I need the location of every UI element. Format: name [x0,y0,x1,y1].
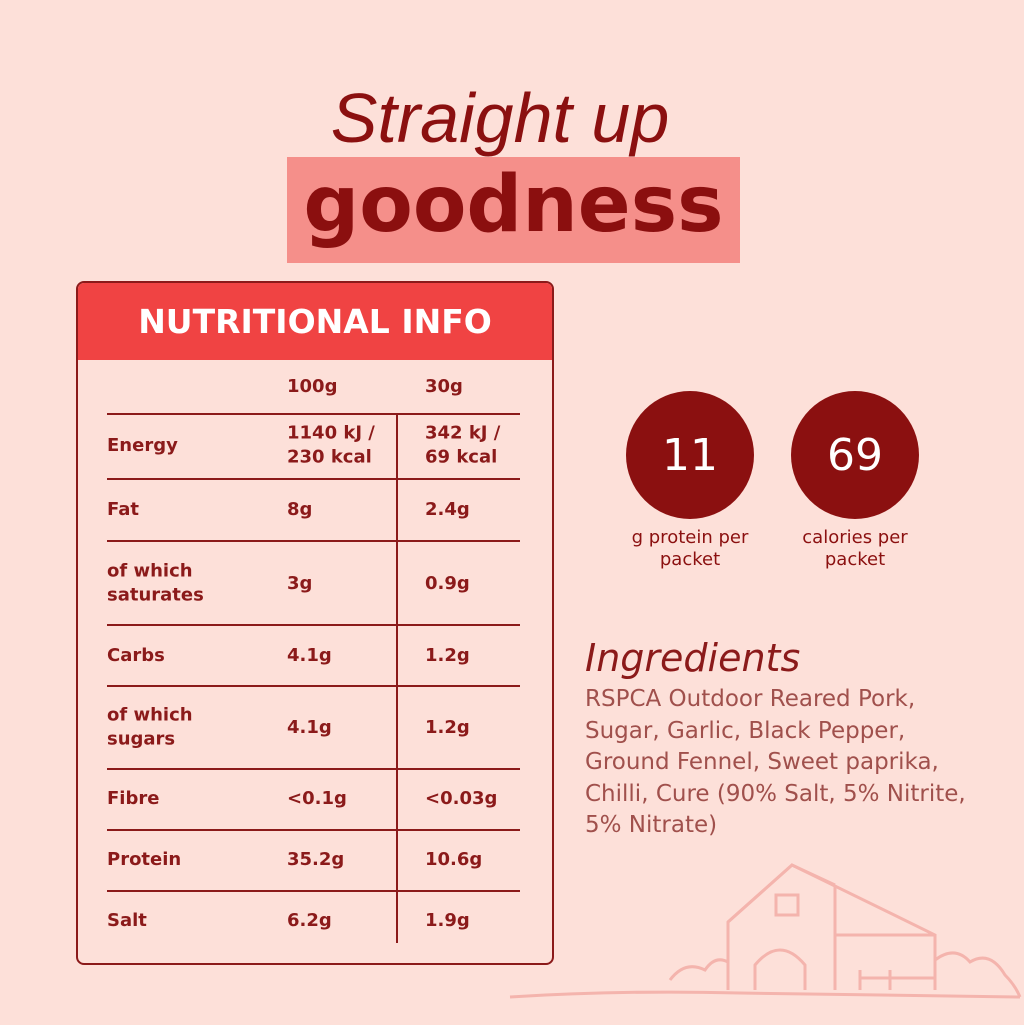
ingredients-line: RSPCA Outdoor Reared Pork, [585,686,916,712]
row-label: of which sugars [107,704,193,750]
ingredients-title: Ingredients [585,636,801,680]
cell-value: 6.2g [287,909,332,931]
cell-value: 3g [287,572,313,594]
cell-value: 10.6g [425,848,483,870]
cell-value: 1140 kJ / 230 kcal [287,422,375,468]
cell-value: 35.2g [287,848,345,870]
row-label: Protein [107,848,182,870]
row-label: Energy [107,434,178,456]
cell-value: 2.4g [425,498,470,520]
stat-label: calories per packet [802,527,908,570]
cell-value: 1.2g [425,716,470,738]
stat-label: g protein per packet [631,527,749,570]
barn-illustration [509,863,1022,999]
cell-value: 4.1g [287,644,332,666]
heading-highlight [287,157,740,263]
row-label: of which saturates [107,560,204,606]
cell-value: <0.03g [425,787,498,809]
row-divider [107,478,520,480]
ingredients-line: 5% Nitrate) [585,812,718,838]
cell-value: 0.9g [425,572,470,594]
heading-line-2: goodness [303,160,724,250]
cell-value: 4.1g [287,716,332,738]
row-divider [107,624,520,626]
ingredients-line: Ground Fennel, Sweet paprika, [585,749,939,775]
row-divider [107,540,520,542]
nutrition-table: NUTRITIONAL INFO [76,281,554,965]
column-header: 30g [425,375,463,397]
cell-value: <0.1g [287,787,347,809]
row-divider [107,413,520,415]
row-divider [107,890,520,892]
ingredients-line: Sugar, Garlic, Black Pepper, [585,717,906,744]
column-header: 100g [287,375,338,397]
cell-value: 1.9g [425,909,470,931]
row-label: Carbs [107,644,165,666]
row-label: Fat [107,498,139,520]
row-divider [107,829,520,831]
heading-line-1: Straight up [330,79,670,157]
stat-circle: 11 [626,391,754,519]
cell-value: 8g [287,498,313,520]
cell-value: 342 kJ / 69 kcal [425,422,501,468]
row-label: Fibre [107,787,160,809]
ingredients-line: Chilli, Cure (90% Salt, 5% Nitrite, [585,780,966,807]
cell-value: 1.2g [425,644,470,666]
table-title: NUTRITIONAL INFO [78,283,552,360]
row-label: Salt [107,909,147,931]
stat-circle: 69 [791,391,919,519]
row-divider [107,768,520,770]
column-divider [396,413,398,943]
row-divider [107,685,520,687]
